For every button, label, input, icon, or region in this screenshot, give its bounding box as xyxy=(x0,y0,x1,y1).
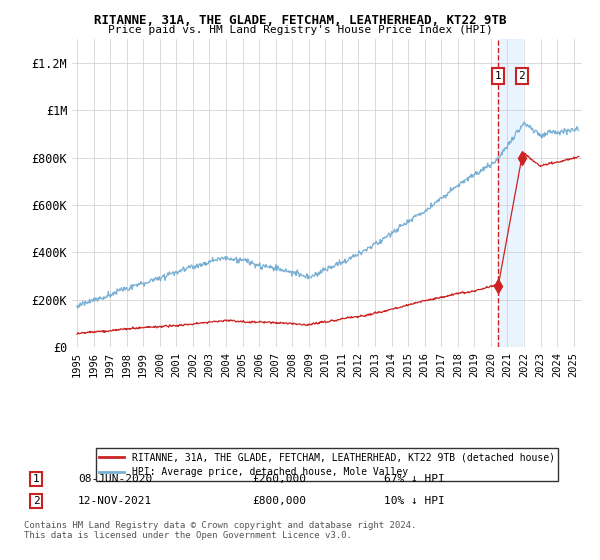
Bar xyxy=(498,39,522,347)
Text: 12-NOV-2021: 12-NOV-2021 xyxy=(78,496,152,506)
Text: RITANNE, 31A, THE GLADE, FETCHAM, LEATHERHEAD, KT22 9TB: RITANNE, 31A, THE GLADE, FETCHAM, LEATHE… xyxy=(94,14,506,27)
Text: 1: 1 xyxy=(32,474,40,484)
Text: £260,000: £260,000 xyxy=(252,474,306,484)
Text: 67% ↓ HPI: 67% ↓ HPI xyxy=(384,474,445,484)
Text: 10% ↓ HPI: 10% ↓ HPI xyxy=(384,496,445,506)
Text: Contains HM Land Registry data © Crown copyright and database right 2024.
This d: Contains HM Land Registry data © Crown c… xyxy=(24,521,416,540)
Text: 2: 2 xyxy=(518,71,525,81)
Text: 2: 2 xyxy=(32,496,40,506)
Text: £800,000: £800,000 xyxy=(252,496,306,506)
Text: 1: 1 xyxy=(495,71,502,81)
Legend: RITANNE, 31A, THE GLADE, FETCHAM, LEATHERHEAD, KT22 9TB (detached house), HPI: A: RITANNE, 31A, THE GLADE, FETCHAM, LEATHE… xyxy=(95,449,559,481)
Text: Price paid vs. HM Land Registry's House Price Index (HPI): Price paid vs. HM Land Registry's House … xyxy=(107,25,493,35)
Text: 08-JUN-2020: 08-JUN-2020 xyxy=(78,474,152,484)
